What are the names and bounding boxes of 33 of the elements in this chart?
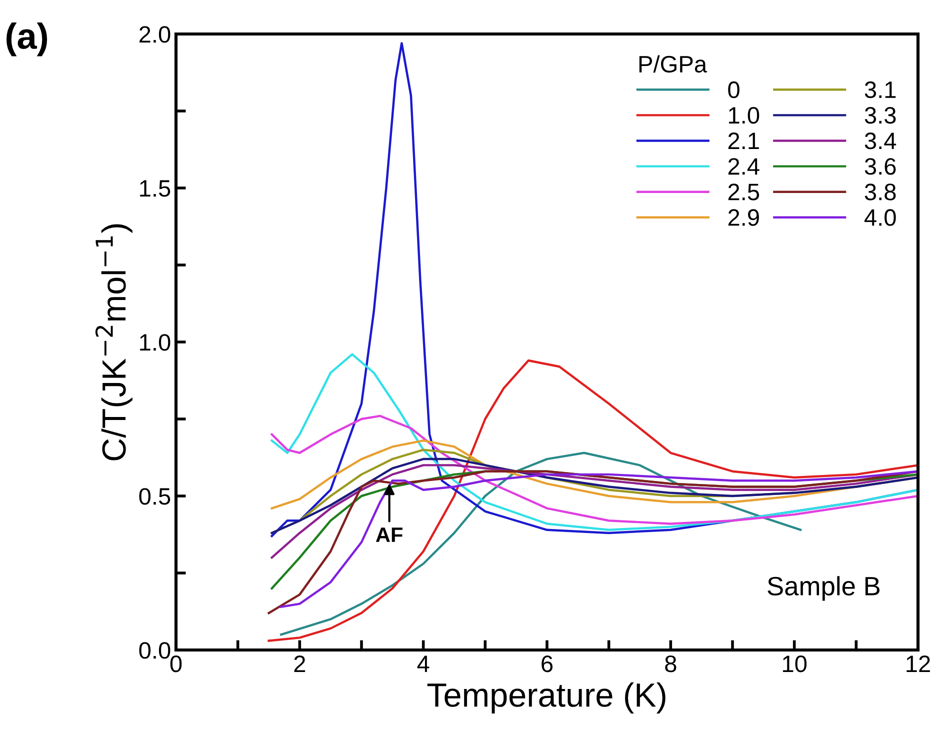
y-axis-title: C/T(JK$^{−2}$mol$^{−1}$): [95, 224, 132, 460]
legend-label: 2.5: [728, 184, 760, 200]
legend-label: 0: [728, 81, 740, 98]
legend-label: 4.0: [864, 209, 896, 226]
x-tick-label: 12: [906, 655, 930, 672]
y-tick-label: 0.5: [139, 488, 170, 505]
annotation: Sample B: [768, 576, 880, 601]
x-tick-label: 10: [783, 655, 807, 672]
y-tick-label: 2.0: [140, 26, 170, 43]
legend-title: P/GPa: [639, 55, 708, 73]
legend-label: 2.9: [728, 209, 759, 226]
annotation: AF: [376, 528, 402, 542]
y-tick-label: 0.0: [139, 642, 170, 659]
text: (a): [6, 22, 48, 56]
legend-label: 3.4: [864, 132, 896, 150]
y-tick-label: 1.0: [140, 334, 170, 351]
y-tick-label: 1.5: [140, 180, 170, 197]
line-series: [270, 414, 918, 525]
x-tick-label: 4: [417, 656, 430, 672]
legend-label: 2.4: [728, 158, 760, 175]
legend-label: 3.3: [864, 106, 896, 124]
line-series: [268, 359, 918, 642]
legend-label: 3.6: [864, 158, 896, 175]
legend-label: 2.1: [728, 132, 759, 150]
x-tick-label: 6: [542, 655, 553, 672]
x-tick-label: 8: [665, 655, 676, 672]
legend-label: 1.0: [729, 106, 760, 124]
x-axis-title: Temperature (K): [427, 682, 666, 714]
legend-label: 3.1: [864, 81, 896, 98]
line-series: [270, 464, 918, 559]
legend-label: 3.8: [864, 184, 896, 200]
x-tick-label: 2: [294, 655, 306, 672]
x-tick-label: 0: [170, 655, 182, 672]
